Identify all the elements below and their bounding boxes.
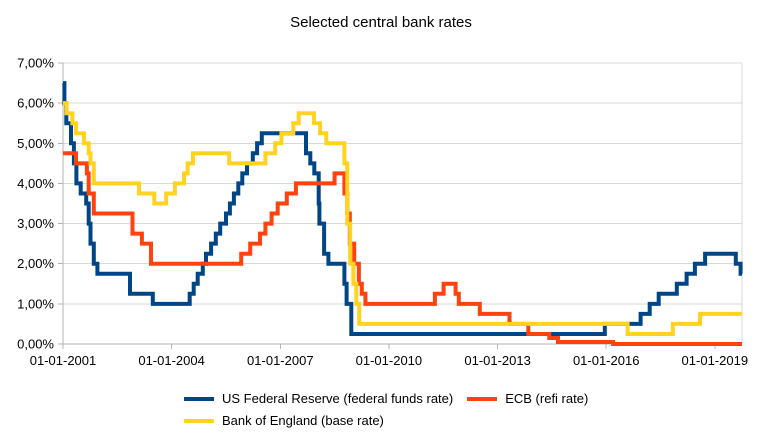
- svg-text:01-01-2010: 01-01-2010: [356, 353, 423, 368]
- svg-text:3,00%: 3,00%: [17, 216, 54, 231]
- ecb-line-swatch: [467, 397, 498, 401]
- svg-text:0,00%: 0,00%: [17, 337, 54, 352]
- legend-item-fed: US Federal Reserve (federal funds rate): [184, 390, 453, 408]
- legend: US Federal Reserve (federal funds rate) …: [184, 390, 614, 430]
- chart-title: Selected central bank rates: [290, 14, 472, 31]
- boe-line-swatch: [184, 419, 214, 423]
- svg-text:01-01-2019: 01-01-2019: [682, 353, 749, 368]
- svg-text:2,00%: 2,00%: [17, 256, 54, 271]
- legend-label-boe: Bank of England (base rate): [222, 413, 384, 428]
- legend-label-ecb: ECB (refi rate): [505, 391, 589, 406]
- svg-text:4,00%: 4,00%: [17, 176, 54, 191]
- plot-area: 0,00% 1,00% 2,00% 3,00% 4,00% 5,00% 6,00% 7,00%…: [17, 56, 749, 369]
- svg-text:01-01-2016: 01-01-2016: [573, 353, 640, 368]
- legend-label-fed: US Federal Reserve (federal funds rate): [222, 391, 454, 406]
- svg-text:01-01-2001: 01-01-2001: [30, 353, 97, 368]
- fed-line-swatch: [184, 397, 214, 401]
- svg-text:01-01-2013: 01-01-2013: [464, 353, 531, 368]
- legend-item-ecb: ECB (refi rate): [467, 390, 588, 408]
- legend-item-boe: Bank of England (base rate): [184, 412, 384, 430]
- svg-text:5,00%: 5,00%: [17, 136, 54, 151]
- svg-text:01-01-2007: 01-01-2007: [247, 353, 314, 368]
- svg-text:6,00%: 6,00%: [17, 96, 54, 111]
- svg-text:1,00%: 1,00%: [17, 296, 54, 311]
- svg-text:7,00%: 7,00%: [17, 56, 54, 71]
- svg-text:01-01-2004: 01-01-2004: [138, 353, 205, 368]
